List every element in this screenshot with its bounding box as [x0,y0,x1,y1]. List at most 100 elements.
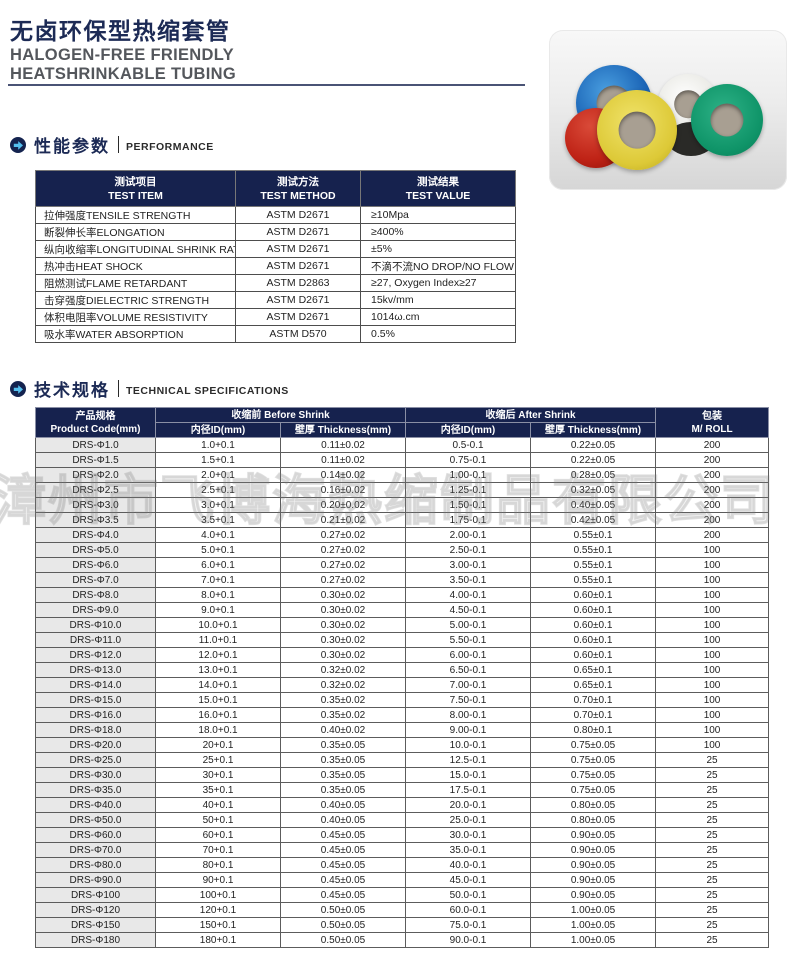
after-id-cell: 1.25-0.1 [405,482,532,498]
performance-table: 测试项目 TEST ITEM 测试方法 TEST METHOD 测试结果 TES… [35,170,516,343]
after-id-cell: 40.0-0.1 [405,857,532,873]
after-thickness-cell: 0.55±0.1 [530,527,657,543]
roll-length-cell: 25 [655,917,770,933]
subtitle-line-2: HEATSHRINKABLE TUBING [10,65,236,83]
performance-table-body: 拉伸强度TENSILE STRENGTH ASTM D2671 ≥10Mpa 断… [35,206,516,343]
after-thickness-cell: 0.65±0.1 [530,662,657,678]
performance-table-head: 测试项目 TEST ITEM 测试方法 TEST METHOD 测试结果 TES… [35,170,516,207]
test-item-cell: 击穿强度DIELECTRIC STRENGTH [35,291,236,309]
spec-table-body: DRS-Φ1.0 1.0+0.1 0.11±0.02 0.5-0.1 0.22±… [35,437,770,948]
before-id-cell: 10.0+0.1 [155,617,281,633]
spec-row: DRS-Φ80.0 80+0.1 0.45±0.05 40.0-0.1 0.90… [35,857,770,873]
before-thickness-cell: 0.45±0.05 [279,887,407,903]
roll-length-cell: 200 [655,467,770,483]
performance-row: 阻燃测试FLAME RETARDANT ASTM D2863 ≥27, Oxyg… [35,274,516,292]
before-id-cell: 12.0+0.1 [155,647,281,663]
before-thickness-cell: 0.50±0.05 [279,917,407,933]
section-title-separator [118,380,119,397]
arrow-bullet-icon [10,380,26,397]
roll-length-cell: 100 [655,707,770,723]
after-id-cell: 50.0-0.1 [405,887,532,903]
before-id-cell: 18.0+0.1 [155,722,281,738]
roll-length-cell: 100 [655,647,770,663]
roll-length-cell: 25 [655,782,770,798]
after-thickness-cell: 0.40±0.05 [530,497,657,513]
roll-length-cell: 100 [655,677,770,693]
after-thickness-cell: 0.55±0.1 [530,542,657,558]
before-thickness-cell: 0.40±0.05 [279,797,407,813]
before-id-cell: 2.0+0.1 [155,467,281,483]
after-thickness-cell: 0.60±0.1 [530,587,657,603]
spec-table-head: 产品规格 Product Code(mm) 收缩前 Before Shrink … [35,407,770,438]
spec-row: DRS-Φ9.0 9.0+0.1 0.30±0.02 4.50-0.1 0.60… [35,602,770,618]
before-id-cell: 5.0+0.1 [155,542,281,558]
col-header-product-code: 产品规格 Product Code(mm) [35,407,156,438]
product-code-cell: DRS-Φ3.5 [35,512,156,528]
product-code-cell: DRS-Φ11.0 [35,632,156,648]
col-header-cn: 测试结果 [417,175,459,188]
roll-length-cell: 25 [655,932,770,948]
test-method-cell: ASTM D2671 [235,223,361,241]
after-id-cell: 9.00-0.1 [405,722,532,738]
after-id-cell: 75.0-0.1 [405,917,532,933]
after-thickness-cell: 0.32±0.05 [530,482,657,498]
before-thickness-cell: 0.45±0.05 [279,857,407,873]
test-item-cell: 吸水率WATER ABSORPTION [35,325,236,343]
roll-length-cell: 200 [655,452,770,468]
after-id-cell: 1.00-0.1 [405,467,532,483]
col-header-after-thickness: 壁厚 Thickness(mm) [530,422,657,438]
after-thickness-cell: 0.75±0.05 [530,767,657,783]
spec-row: DRS-Φ11.0 11.0+0.1 0.30±0.02 5.50-0.1 0.… [35,632,770,648]
performance-row: 击穿强度DIELECTRIC STRENGTH ASTM D2671 15kv/… [35,291,516,309]
product-code-cell: DRS-Φ14.0 [35,677,156,693]
product-code-cell: DRS-Φ80.0 [35,857,156,873]
product-code-cell: DRS-Φ6.0 [35,557,156,573]
col-header-cn: 测试项目 [114,175,157,188]
before-thickness-cell: 0.27±0.02 [279,527,407,543]
product-code-cell: DRS-Φ3.0 [35,497,156,513]
after-thickness-cell: 1.00±0.05 [530,932,657,948]
product-code-cell: DRS-Φ5.0 [35,542,156,558]
roll-length-cell: 100 [655,737,770,753]
before-id-cell: 70+0.1 [155,842,281,858]
test-item-cell: 阻燃测试FLAME RETARDANT [35,274,236,292]
product-code-cell: DRS-Φ7.0 [35,572,156,588]
before-id-cell: 2.5+0.1 [155,482,281,498]
before-thickness-cell: 0.35±0.02 [279,692,407,708]
spec-row: DRS-Φ7.0 7.0+0.1 0.27±0.02 3.50-0.1 0.55… [35,572,770,588]
test-value-cell: ±5% [360,240,516,258]
arrow-bullet-icon [10,136,26,153]
roll-length-cell: 25 [655,902,770,918]
before-id-cell: 150+0.1 [155,917,281,933]
after-id-cell: 7.00-0.1 [405,677,532,693]
product-code-cell: DRS-Φ120 [35,902,156,918]
before-id-cell: 8.0+0.1 [155,587,281,603]
spec-row: DRS-Φ3.0 3.0+0.1 0.20±0.02 1.50-0.1 0.40… [35,497,770,513]
section-title-cn: 技术规格 [34,381,110,400]
before-thickness-cell: 0.30±0.02 [279,617,407,633]
after-id-cell: 12.5-0.1 [405,752,532,768]
before-id-cell: 3.5+0.1 [155,512,281,528]
spec-row: DRS-Φ3.5 3.5+0.1 0.21±0.02 1.75-0.1 0.42… [35,512,770,528]
after-id-cell: 3.00-0.1 [405,557,532,573]
spec-row: DRS-Φ12.0 12.0+0.1 0.30±0.02 6.00-0.1 0.… [35,647,770,663]
roll-length-cell: 25 [655,857,770,873]
product-photo [549,30,787,190]
before-thickness-cell: 0.50±0.05 [279,932,407,948]
spec-row: DRS-Φ14.0 14.0+0.1 0.32±0.02 7.00-0.1 0.… [35,677,770,693]
before-thickness-cell: 0.40±0.05 [279,812,407,828]
test-item-cell: 拉伸强度TENSILE STRENGTH [35,206,236,224]
product-code-cell: DRS-Φ60.0 [35,827,156,843]
test-value-cell: ≥27, Oxygen Index≥27 [360,274,516,292]
after-thickness-cell: 0.22±0.05 [530,437,657,453]
spec-row: DRS-Φ20.0 20+0.1 0.35±0.05 10.0-0.1 0.75… [35,737,770,753]
roll-length-cell: 25 [655,767,770,783]
after-thickness-cell: 1.00±0.05 [530,917,657,933]
after-id-cell: 2.50-0.1 [405,542,532,558]
spec-row: DRS-Φ70.0 70+0.1 0.45±0.05 35.0-0.1 0.90… [35,842,770,858]
product-code-cell: DRS-Φ40.0 [35,797,156,813]
spec-row: DRS-Φ150 150+0.1 0.50±0.05 75.0-0.1 1.00… [35,917,770,933]
subtitle-line-1: HALOGEN-FREE FRIENDLY [10,46,234,64]
roll-length-cell: 200 [655,437,770,453]
col-header-test-value: 测试结果 TEST VALUE [360,170,516,207]
